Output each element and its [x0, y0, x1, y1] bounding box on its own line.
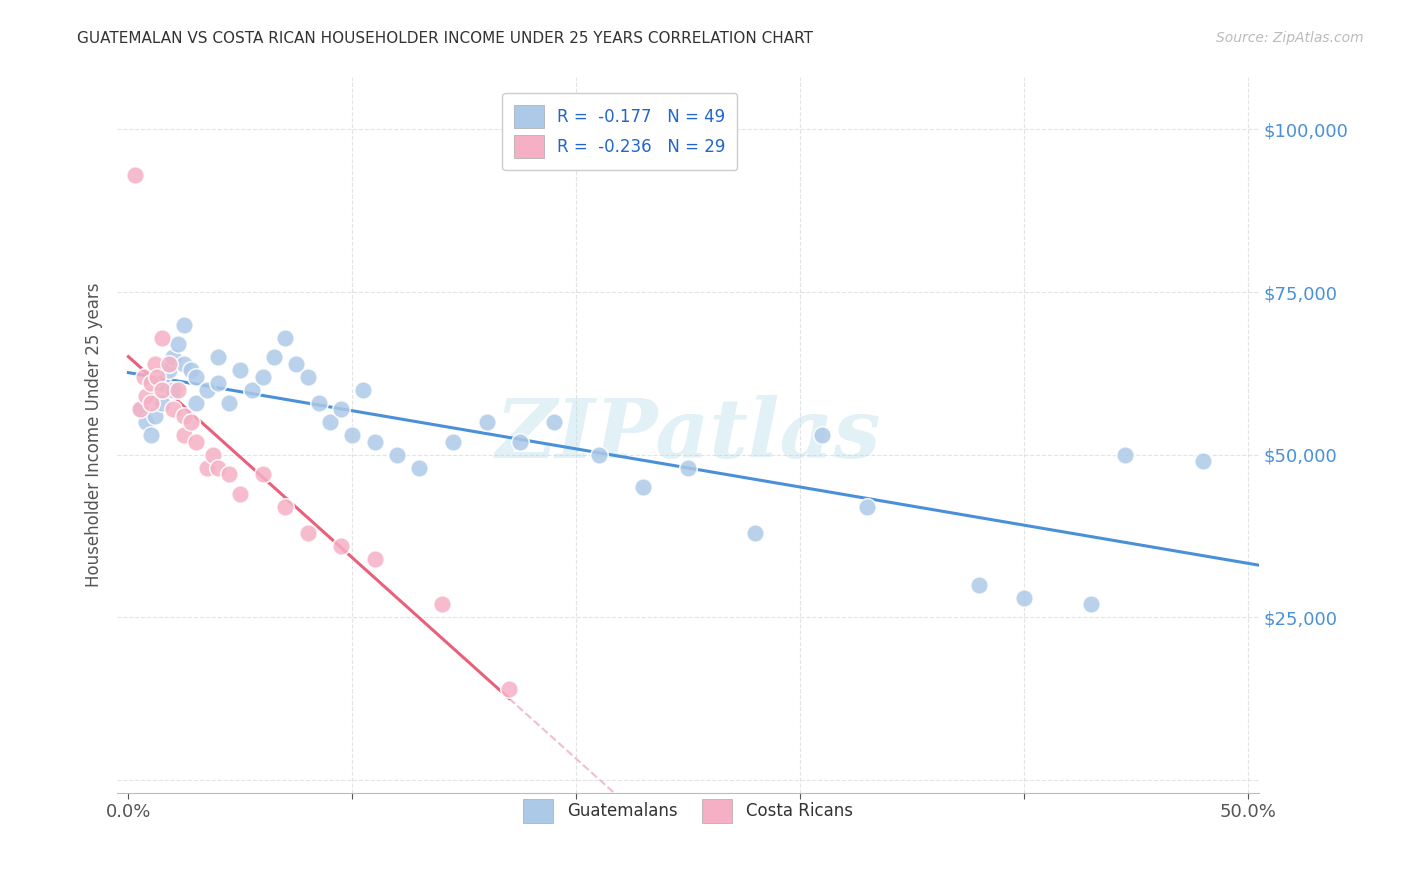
Point: [184, 395, 207, 409]
Point: [166, 383, 188, 397]
Point: [1012, 591, 1035, 605]
Point: [143, 409, 166, 423]
Point: [139, 428, 162, 442]
Point: [308, 395, 330, 409]
Point: [173, 318, 195, 332]
Legend: Guatemalans, Costa Ricans: Guatemalans, Costa Ricans: [512, 788, 865, 834]
Point: [274, 500, 297, 514]
Point: [157, 363, 180, 377]
Point: [856, 500, 879, 514]
Point: [811, 428, 834, 442]
Point: [132, 369, 155, 384]
Point: [967, 577, 990, 591]
Point: [633, 480, 655, 494]
Point: [180, 415, 202, 429]
Point: [180, 363, 202, 377]
Text: Source: ZipAtlas.com: Source: ZipAtlas.com: [1216, 31, 1364, 45]
Point: [146, 369, 169, 384]
Point: [128, 402, 150, 417]
Point: [430, 597, 453, 611]
Point: [330, 539, 353, 553]
Point: [676, 460, 699, 475]
Point: [363, 434, 385, 449]
Point: [139, 376, 162, 390]
Y-axis label: Householder Income Under 25 years: Householder Income Under 25 years: [86, 283, 103, 587]
Point: [229, 363, 252, 377]
Point: [543, 415, 565, 429]
Point: [744, 525, 766, 540]
Point: [1080, 597, 1102, 611]
Point: [1192, 454, 1215, 468]
Point: [509, 434, 531, 449]
Point: [162, 383, 184, 397]
Point: [150, 383, 173, 397]
Point: [385, 448, 408, 462]
Point: [229, 486, 252, 500]
Point: [135, 389, 157, 403]
Point: [297, 369, 319, 384]
Point: [150, 330, 173, 344]
Text: GUATEMALAN VS COSTA RICAN HOUSEHOLDER INCOME UNDER 25 YEARS CORRELATION CHART: GUATEMALAN VS COSTA RICAN HOUSEHOLDER IN…: [77, 31, 813, 46]
Point: [252, 369, 274, 384]
Point: [263, 350, 285, 364]
Point: [157, 357, 180, 371]
Point: [252, 467, 274, 481]
Point: [330, 402, 353, 417]
Point: [207, 350, 229, 364]
Point: [218, 395, 240, 409]
Point: [162, 350, 184, 364]
Point: [184, 369, 207, 384]
Point: [207, 460, 229, 475]
Point: [195, 383, 218, 397]
Point: [166, 337, 188, 351]
Point: [139, 395, 162, 409]
Point: [498, 681, 520, 696]
Point: [128, 402, 150, 417]
Point: [184, 434, 207, 449]
Point: [207, 376, 229, 390]
Point: [441, 434, 464, 449]
Point: [363, 551, 385, 566]
Point: [297, 525, 319, 540]
Point: [124, 168, 146, 182]
Point: [1114, 448, 1136, 462]
Point: [408, 460, 430, 475]
Point: [173, 428, 195, 442]
Point: [475, 415, 498, 429]
Point: [240, 383, 263, 397]
Point: [342, 428, 364, 442]
Point: [588, 448, 610, 462]
Point: [202, 448, 225, 462]
Point: [150, 376, 173, 390]
Point: [285, 357, 308, 371]
Point: [173, 409, 195, 423]
Point: [218, 467, 240, 481]
Point: [353, 383, 375, 397]
Point: [274, 330, 297, 344]
Point: [143, 357, 166, 371]
Point: [195, 460, 218, 475]
Point: [135, 415, 157, 429]
Point: [150, 395, 173, 409]
Point: [319, 415, 342, 429]
Point: [162, 402, 184, 417]
Point: [173, 357, 195, 371]
Text: ZIPatlas: ZIPatlas: [495, 395, 882, 475]
